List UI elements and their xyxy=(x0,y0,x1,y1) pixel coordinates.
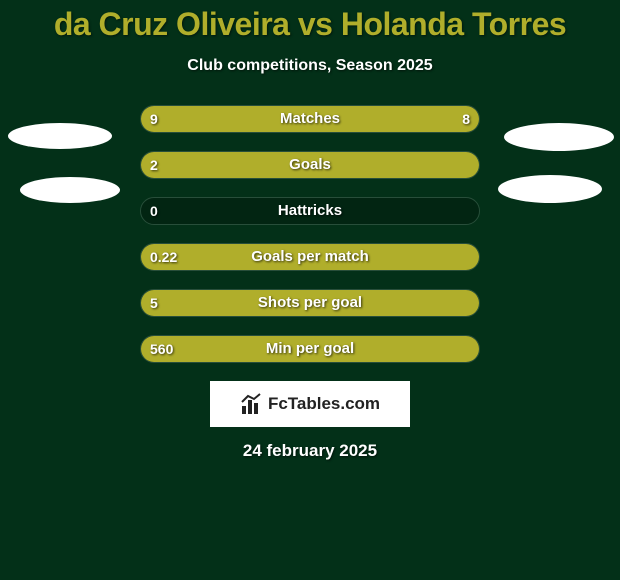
stat-row: 2Goals xyxy=(0,151,620,179)
stat-label: Goals xyxy=(140,151,480,179)
page-title: da Cruz Oliveira vs Holanda Torres xyxy=(0,0,620,43)
date-label: 24 february 2025 xyxy=(0,441,620,461)
stat-label: Hattricks xyxy=(140,197,480,225)
fctables-logo[interactable]: FcTables.com xyxy=(210,381,410,427)
player-badge xyxy=(504,123,614,151)
stat-row: 5Shots per goal xyxy=(0,289,620,317)
stat-label: Goals per match xyxy=(140,243,480,271)
player-badge xyxy=(20,177,120,203)
stat-label: Min per goal xyxy=(140,335,480,363)
player-badge xyxy=(498,175,602,203)
chart-icon xyxy=(240,392,264,416)
stat-row: 0.22Goals per match xyxy=(0,243,620,271)
stat-row: 560Min per goal xyxy=(0,335,620,363)
player-badge xyxy=(8,123,112,149)
logo-text: FcTables.com xyxy=(268,394,380,414)
stat-label: Matches xyxy=(140,105,480,133)
stat-label: Shots per goal xyxy=(140,289,480,317)
subtitle: Club competitions, Season 2025 xyxy=(0,43,620,75)
